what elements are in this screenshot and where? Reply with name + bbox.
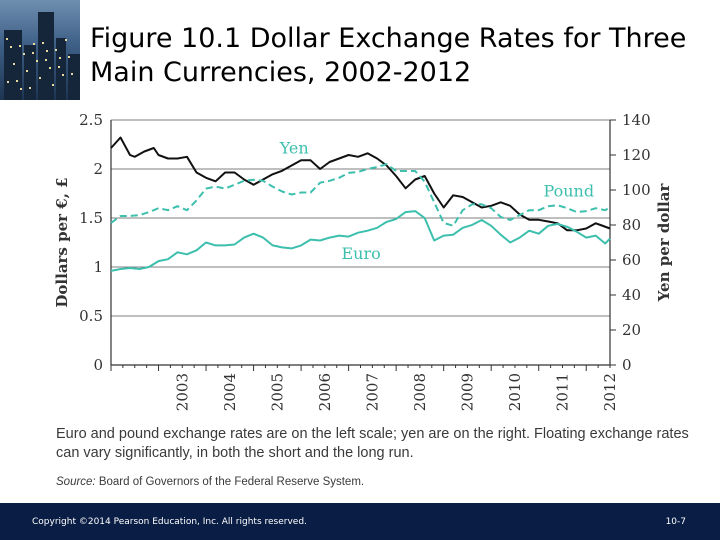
x-tick-label: 2004 [221, 373, 239, 411]
right-tick-label: 140 [622, 111, 651, 129]
right-axis-title: Yen per dollar [655, 183, 673, 303]
copyright-text: Copyright ©2014 Pearson Education, Inc. … [32, 517, 307, 527]
page-number: 10-7 [665, 517, 686, 527]
left-tick-label: 1.5 [79, 209, 103, 227]
x-tick-label-group: 2005 [268, 373, 286, 411]
x-tick-label: 2007 [363, 373, 381, 411]
x-tick-label-group: 2004 [221, 373, 239, 411]
right-tick-label: 40 [622, 286, 641, 304]
figure-source: Source: Board of Governors of the Federa… [56, 476, 364, 488]
right-tick-label: 20 [622, 321, 641, 339]
right-tick-label: 0 [622, 356, 632, 374]
source-text: Board of Governors of the Federal Reserv… [98, 476, 365, 488]
x-tick-label: 2003 [173, 373, 191, 411]
x-tick-label-group: 2011 [553, 373, 571, 411]
series-label-yen: Yen [279, 138, 309, 157]
right-tick-label: 80 [622, 216, 641, 234]
right-tick-label: 120 [622, 146, 651, 164]
x-tick-label: 2011 [553, 373, 571, 411]
slide-title: Figure 10.1 Dollar Exchange Rates for Th… [90, 23, 687, 88]
left-tick-label: 1 [93, 258, 103, 276]
series-line-yen [110, 136, 611, 232]
left-axis-title: Dollars per €, £ [53, 177, 71, 307]
series-line-pound [110, 163, 611, 227]
right-axis-title-group: Yen per dollar [655, 183, 673, 303]
x-tick-label-group: 2007 [363, 373, 381, 411]
x-tick-label: 2005 [268, 373, 286, 411]
x-tick-label: 2009 [458, 373, 476, 411]
figure-caption: Euro and pound exchange rates are on the… [56, 425, 696, 463]
x-tick-label-group: 2010 [506, 373, 524, 411]
series-label-pound: Pound [543, 181, 594, 200]
x-tick-label-group: 2006 [316, 373, 334, 411]
x-tick-label-group: 2012 [601, 373, 619, 411]
left-tick-label: 0 [93, 356, 103, 374]
left-tick-label: 2 [93, 160, 103, 178]
left-tick-label: 0.5 [79, 307, 103, 325]
exchange-rate-chart: 0 0.5 1 1.5 2 2.5 0 20 40 60 80 100 120 140 2003 2004 20… [53, 111, 673, 411]
x-tick-label-group: 2003 [173, 373, 191, 411]
caption-text: Euro and pound exchange rates are on the… [56, 426, 689, 461]
x-tick-label: 2010 [506, 373, 524, 411]
left-axis-title-group: Dollars per €, £ [53, 177, 71, 307]
x-tick-label-group: 2009 [458, 373, 476, 411]
x-tick-label-group: 2008 [411, 373, 429, 411]
footer-bar: Copyright ©2014 Pearson Education, Inc. … [0, 503, 720, 540]
series-label-euro: Euro [341, 244, 380, 263]
x-tick-label: 2012 [601, 373, 619, 411]
series-line-euro [110, 210, 611, 272]
left-tick-label: 2.5 [79, 111, 103, 129]
right-tick-label: 100 [622, 181, 651, 199]
x-tick-label: 2006 [316, 373, 334, 411]
right-tick-label: 60 [622, 251, 641, 269]
city-thumbnail-image [0, 0, 80, 100]
x-tick-label: 2008 [411, 373, 429, 411]
source-label: Source: [56, 476, 96, 488]
